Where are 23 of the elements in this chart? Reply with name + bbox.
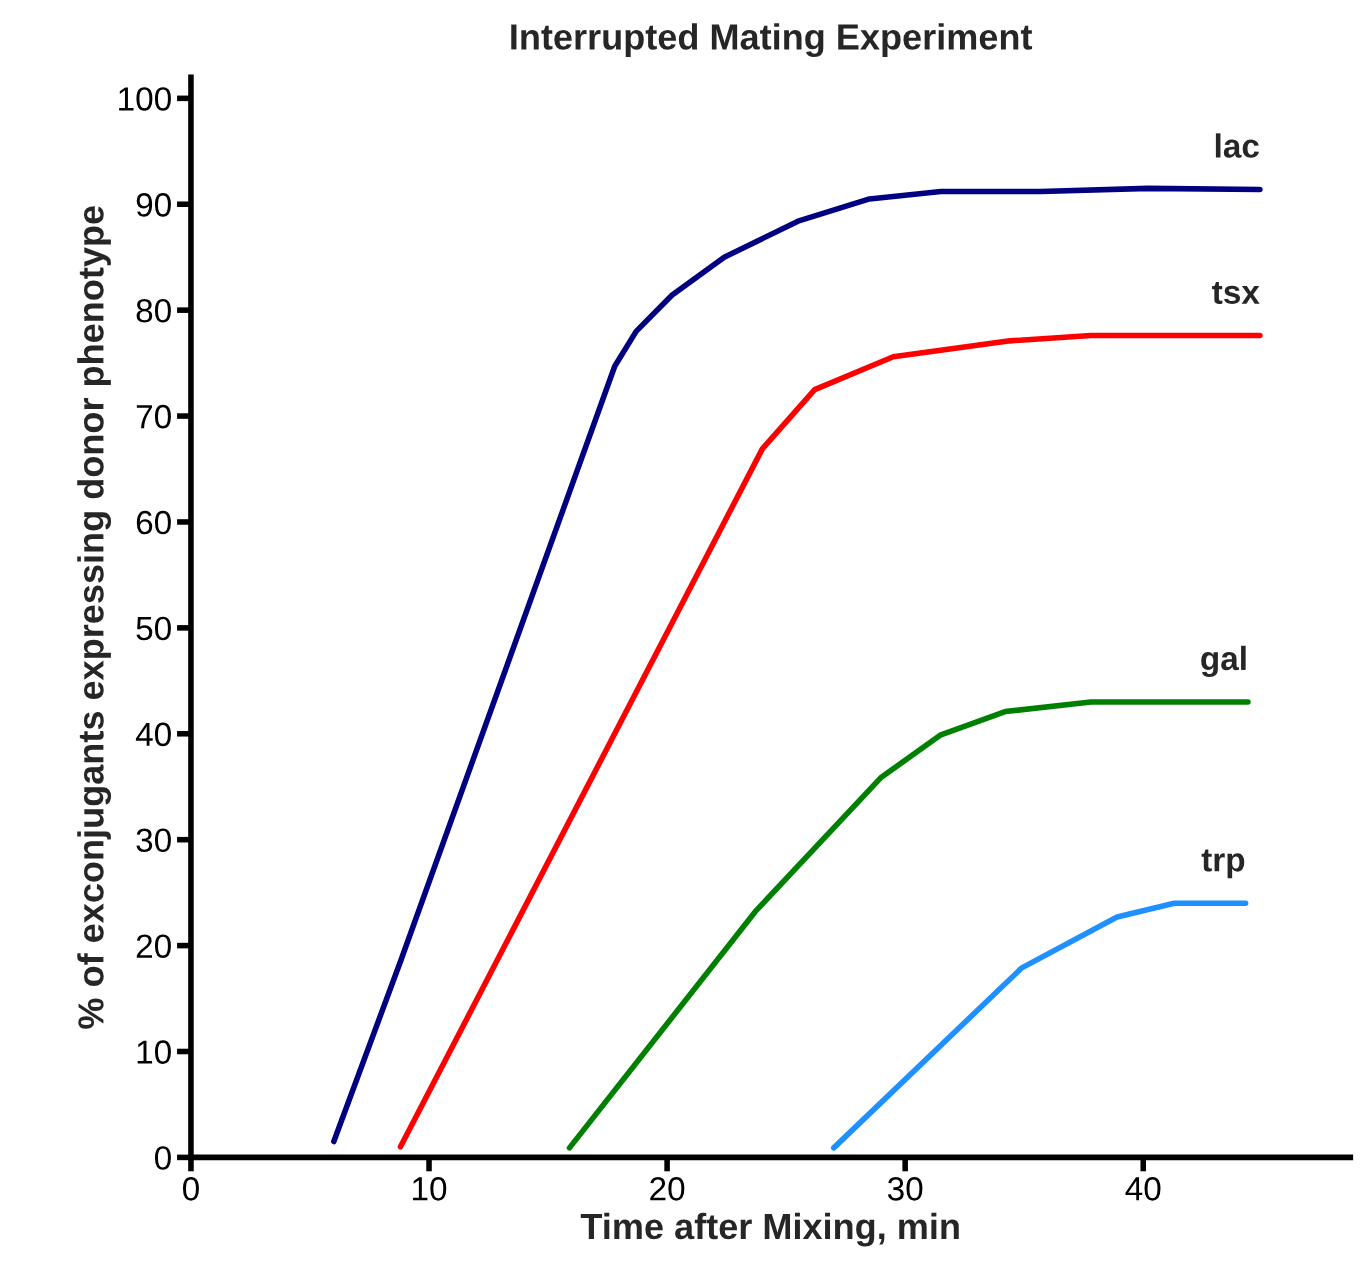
x-tick-label: 20 — [650, 1177, 685, 1201]
x-tick-label: 30 — [887, 1177, 923, 1201]
y-tick-label: 0 — [154, 1146, 171, 1170]
y-tick-label: 10 — [137, 1040, 171, 1064]
series-label: tsx — [1212, 281, 1260, 304]
y-tick-label: 50 — [136, 616, 171, 641]
series-label: trp — [1201, 849, 1245, 879]
y-tick-label: 70 — [136, 404, 171, 429]
y-tick-label: 100 — [119, 87, 171, 111]
x-axis-title: Time after Mixing, min — [580, 1212, 959, 1247]
x-tick-label: 0 — [182, 1177, 199, 1201]
series-label: gal — [1201, 645, 1246, 677]
series-label: lac — [1215, 133, 1259, 158]
chart-title: Interrupted Mating Experiment — [511, 23, 1033, 58]
y-tick-label: 20 — [136, 934, 171, 958]
y-tick-label: 80 — [136, 298, 171, 323]
y-tick-label: 40 — [135, 722, 171, 747]
y-axis-title: % of exconjugants expressing donor phenotype — [77, 206, 112, 1029]
y-tick-label: 90 — [136, 193, 171, 217]
x-tick-label: 40 — [1125, 1177, 1161, 1201]
y-tick-label: 30 — [136, 828, 171, 853]
x-tick-label: 10 — [413, 1177, 447, 1201]
y-tick-label: 60 — [136, 510, 171, 535]
